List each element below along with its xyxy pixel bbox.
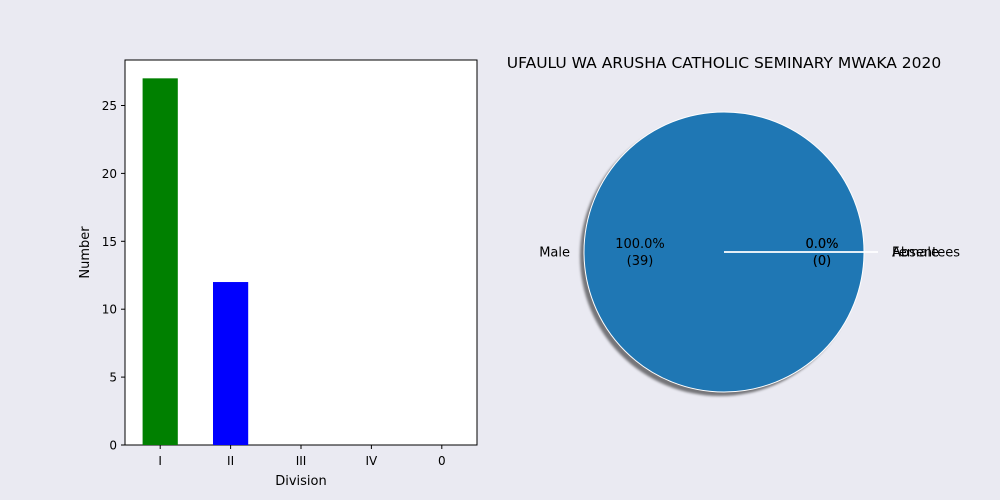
y-tick-label: 0 [109, 439, 117, 453]
y-tick-label: 10 [102, 303, 117, 317]
pie-labels: Male100.0%(39)Female0.0%(0)Absentees0.0%… [539, 237, 960, 269]
pie-pct-absentees: 0.0% [805, 237, 838, 252]
pie-pct-male: 100.0% [615, 237, 665, 252]
y-axis-label: Number [78, 226, 93, 279]
bar-plot-area [124, 59, 478, 446]
x-tick-label: I [158, 454, 162, 468]
x-tick-label: 0 [438, 454, 446, 468]
y-tick-label: 5 [109, 371, 117, 385]
pie-label-male: Male [539, 246, 570, 261]
pie-count-female: (0) [813, 254, 831, 269]
pie-count-male: (39) [627, 254, 654, 269]
pie-title: UFAULU WA ARUSHA CATHOLIC SEMINARY MWAKA… [507, 54, 941, 72]
x-tick-label: II [227, 454, 234, 468]
pie-pct-female: 0.0% [805, 237, 838, 252]
pie-slices [583, 111, 878, 393]
bar-2 [213, 282, 249, 445]
bar-1 [142, 78, 178, 445]
y-tick-label: 15 [102, 235, 117, 249]
y-tick-label: 25 [102, 99, 117, 113]
pie-label-absentees: Absentees [892, 246, 960, 261]
x-tick-label: III [296, 454, 307, 468]
pie-label-female: Female [892, 246, 939, 261]
pie-count-absentees: (0) [813, 254, 831, 269]
y-axis-ticks: 0 5 10 15 20 25 [102, 99, 125, 453]
x-axis-label: Division [275, 474, 327, 489]
y-tick-label: 20 [102, 167, 117, 181]
x-tick-label: IV [366, 454, 379, 468]
pie-chart: UFAULU WA ARUSHA CATHOLIC SEMINARY MWAKA… [507, 54, 960, 396]
x-axis-ticks: I II III IV 0 [158, 445, 446, 468]
bars [142, 78, 249, 445]
